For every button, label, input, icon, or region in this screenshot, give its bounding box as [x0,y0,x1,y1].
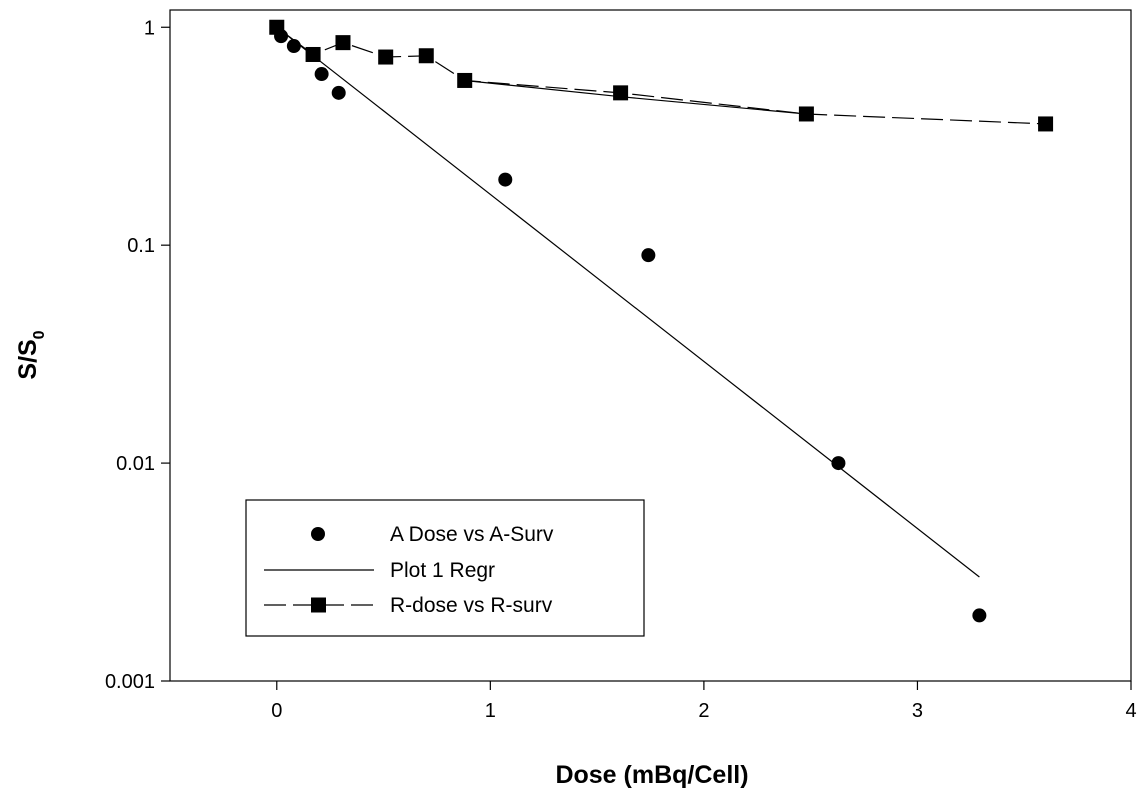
y-tick-label: 0.001 [105,671,155,693]
data-point-circle [331,85,346,100]
data-point-circle [641,248,656,263]
series-regression-line [276,26,980,578]
y-tick-label: 0.01 [116,453,155,475]
y-axis-title-subscript: 0 [31,330,48,339]
data-point-circle [274,29,289,44]
x-axis-title: Dose (mBq/Cell) [555,761,748,789]
data-point-circle [972,608,987,623]
y-axis-title: S/S0 [14,330,48,379]
data-point-square [798,106,814,122]
series-dashed-line [276,26,1046,125]
y-tick-label: 0.1 [127,235,155,257]
plot-frame [169,9,1132,682]
x-tick-label: 1 [485,700,496,722]
x-tick-label: 3 [912,700,923,722]
data-point-square [1038,116,1054,132]
data-point-circle [498,172,513,187]
data-point-square [457,72,473,88]
data-point-square [613,85,629,101]
plot-area [269,19,1054,623]
x-tick-label: 4 [1125,700,1136,722]
legend-marker-circle [311,527,325,541]
data-point-circle [314,67,329,82]
legend-box [245,499,645,637]
legend-label: A Dose vs A-Surv [390,523,554,546]
axes: 0 1 2 3 4 0.001 0.01 0.1 1 [105,9,1137,722]
data-point-square [418,48,434,64]
data-point-square [335,35,351,51]
legend-label: R-dose vs R-surv [390,594,553,617]
x-tick-label: 2 [698,700,709,722]
y-axis-title-main: S/S [14,339,42,379]
data-point-circle [831,456,846,471]
data-point-square [305,46,321,62]
data-point-circle [286,39,301,54]
legend-label: Plot 1 Regr [390,559,495,582]
y-tick-label: 1 [144,17,155,39]
x-tick-label: 0 [271,700,282,722]
legend-marker-square [311,597,326,613]
data-point-square [378,49,394,65]
legend: A Dose vs A-Surv Plot 1 Regr R-dose vs R-s… [245,499,645,637]
series-extra-line [464,79,807,115]
